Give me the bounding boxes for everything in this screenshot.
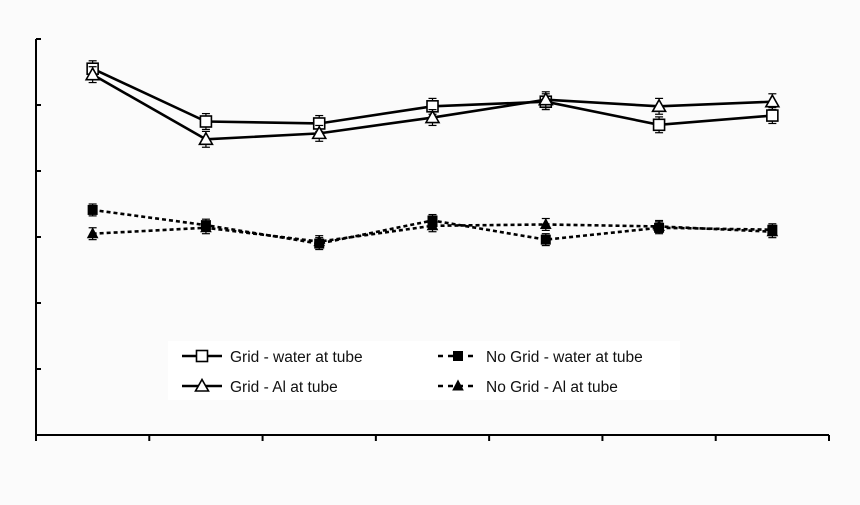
series-4 [86,217,779,249]
data-point [426,219,439,231]
series-2 [84,66,781,148]
legend-marker-sample [453,351,463,361]
series-layer [84,60,781,251]
data-point [311,125,328,140]
legend-marker-sample [195,349,209,363]
data-point [766,225,779,237]
data-point [540,234,551,245]
legend-label-nogrid-al: No Grid - Al at tube [486,379,618,396]
data-point [764,93,781,108]
data-point [87,204,98,215]
legend-marker-sample [452,379,464,391]
data-point [653,219,665,231]
data-point [84,66,101,81]
data-point [651,98,667,113]
data-point [537,91,554,106]
data-point [539,217,552,229]
data-point [200,221,212,233]
legend-marker-sample [194,377,210,392]
data-point [652,118,666,132]
chart-axes [35,38,830,441]
legend-label-grid-al: Grid - Al at tube [230,379,338,396]
legend-box [168,341,680,400]
legend: Grid - water at tube Grid - Al at tube N… [168,341,680,400]
data-point [86,227,99,239]
data-point [198,131,214,146]
data-point [199,115,213,128]
legend-label-nogrid-water: No Grid - water at tube [486,349,643,366]
data-point [424,109,441,124]
data-point [313,235,326,247]
data-point [766,109,779,122]
legend-marks [182,349,478,392]
legend-label-grid-water: Grid - water at tube [230,349,363,366]
